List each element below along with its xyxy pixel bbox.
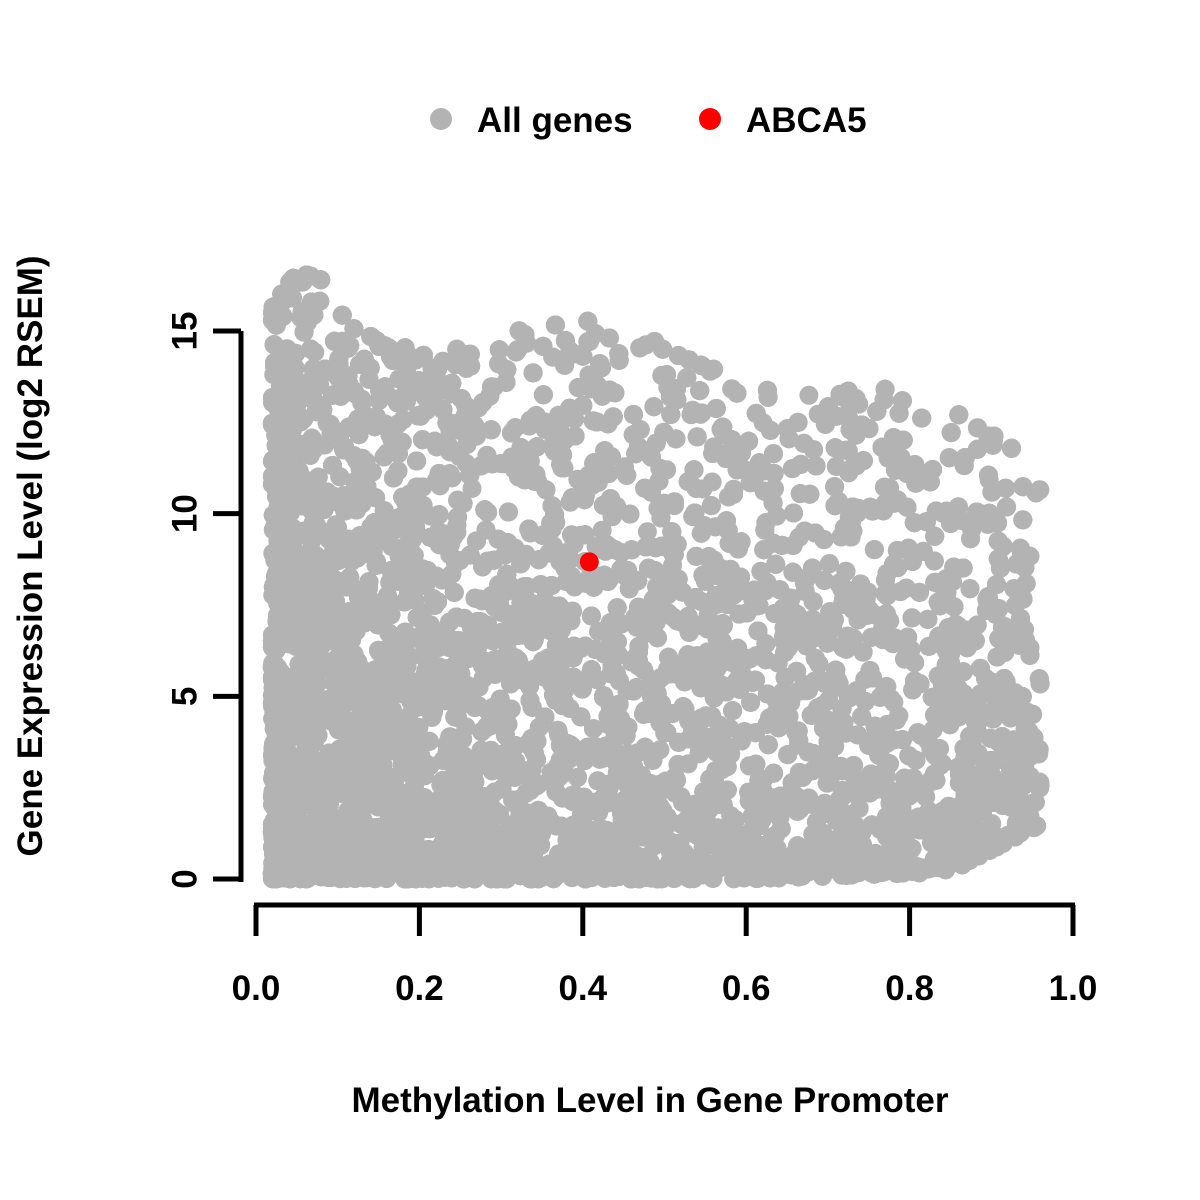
y-tick-label: 5	[166, 687, 205, 706]
data-points-all-genes	[262, 265, 1050, 889]
x-tick-label: 0.6	[722, 969, 771, 1008]
legend-marker-all-genes	[430, 108, 452, 130]
legend-marker-abca5	[699, 108, 721, 130]
x-tick-label: 0.4	[558, 969, 607, 1008]
x-tick-label: 0.0	[232, 969, 281, 1008]
legend-label-all-genes: All genes	[477, 101, 633, 140]
y-axis-ticks	[213, 328, 241, 882]
y-tick-label: 10	[166, 494, 205, 533]
y-axis-tick-labels: 0 5 10 15	[166, 312, 205, 889]
x-tick-label: 1.0	[1049, 969, 1098, 1008]
axis-layer	[213, 328, 1076, 936]
legend: All genes ABCA5	[430, 101, 867, 140]
highlighted-point-abca5[interactable]	[579, 552, 599, 572]
y-axis-title: Gene Expression Level (log2 RSEM)	[11, 256, 50, 857]
x-tick-label: 0.2	[395, 969, 444, 1008]
x-tick-label: 0.8	[885, 969, 934, 1008]
legend-label-abca5: ABCA5	[746, 101, 867, 140]
y-tick-label: 15	[166, 312, 205, 351]
y-tick-label: 0	[166, 869, 205, 888]
highlight-point-layer[interactable]	[579, 552, 599, 572]
x-axis-title: Methylation Level in Gene Promoter	[351, 1081, 948, 1120]
x-axis-tick-labels: 0.0 0.2 0.4 0.6 0.8 1.0	[232, 969, 1098, 1008]
x-axis-ticks	[253, 905, 1076, 936]
